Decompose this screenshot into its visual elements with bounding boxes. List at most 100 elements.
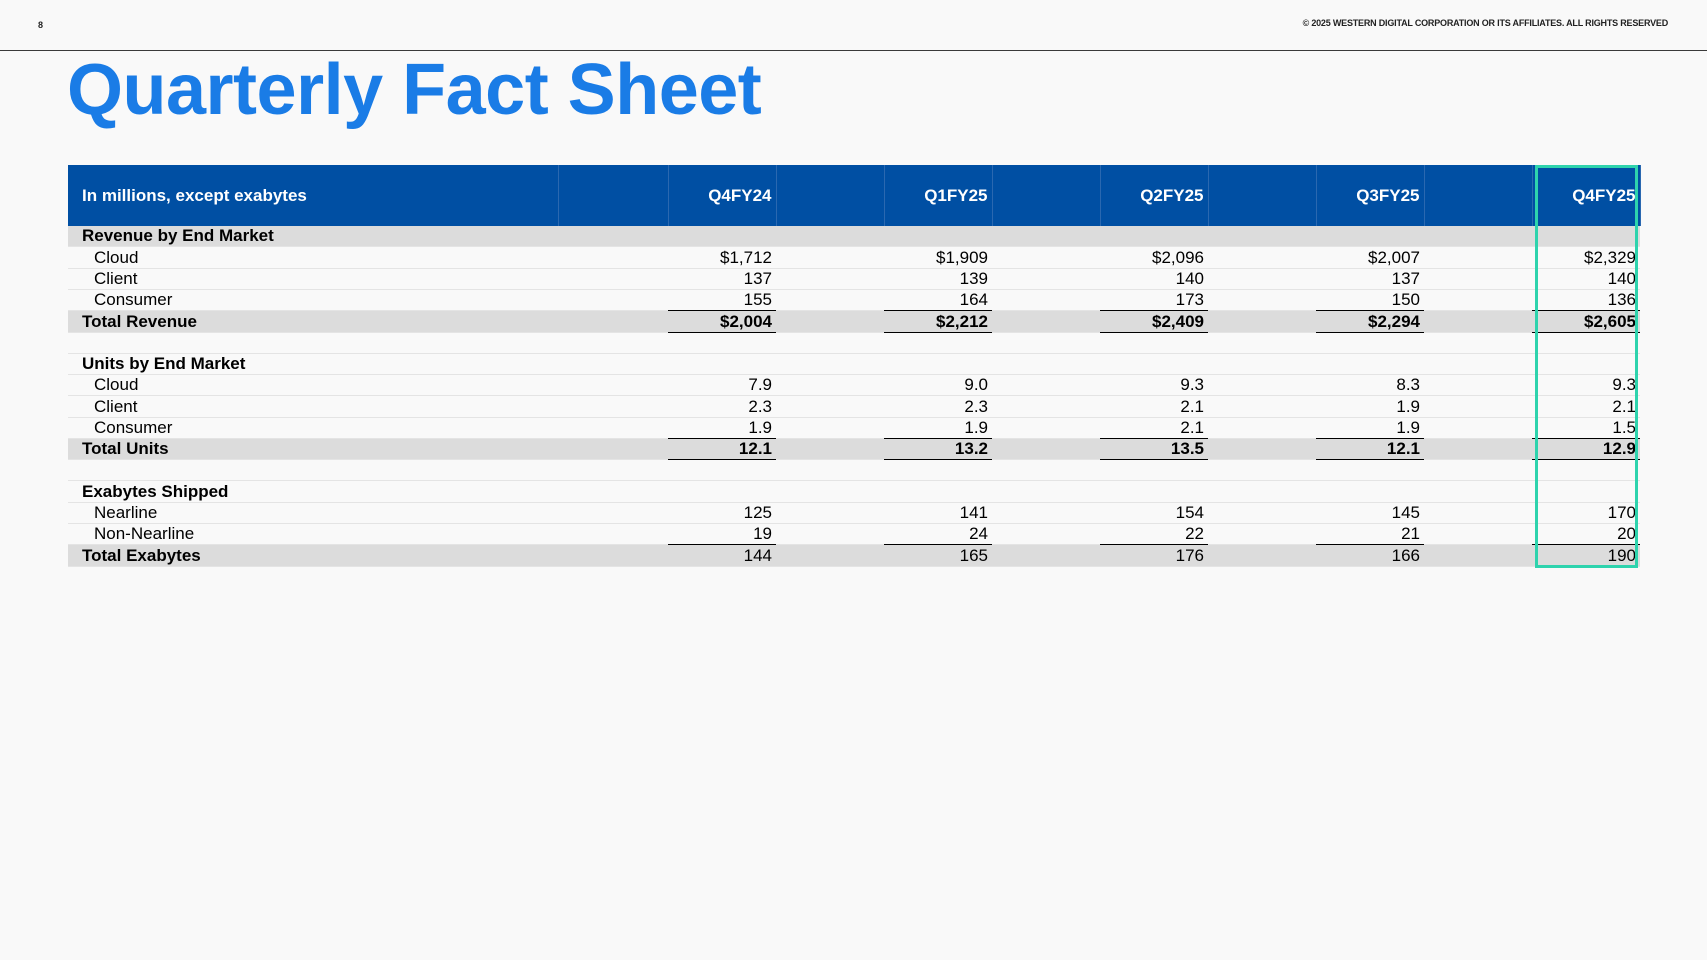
- value-cell: 13.2: [884, 438, 992, 461]
- page-number: 8: [38, 20, 44, 30]
- value-cell: [884, 226, 992, 248]
- gap-cell: [1424, 502, 1532, 525]
- value-cell: [1316, 459, 1424, 482]
- gap-cell: [1208, 332, 1316, 354]
- gap-cell: [1208, 268, 1316, 291]
- table-row: Cloud 7.9 9.0 9.3 8.3 9.3: [68, 374, 1640, 397]
- row-label: Non-Nearline: [68, 523, 558, 546]
- gap-cell: [1208, 544, 1316, 567]
- gap-cell: [1208, 417, 1316, 440]
- row-label: Client: [68, 268, 558, 291]
- value-cell: [1100, 226, 1208, 248]
- value-cell: 144: [668, 544, 776, 567]
- quarter-header: Q4FY24: [668, 165, 777, 226]
- spacer-cell: [68, 332, 558, 354]
- value-cell: [1532, 459, 1640, 482]
- gap-cell: [1424, 480, 1532, 503]
- value-cell: 137: [1316, 268, 1424, 291]
- gap-cell: [1424, 310, 1532, 333]
- value-cell: [668, 480, 776, 503]
- value-cell: 21: [1316, 523, 1424, 546]
- gap-cell: [776, 289, 884, 312]
- value-cell: 2.1: [1532, 395, 1640, 418]
- gap-cell: [1424, 438, 1532, 461]
- gap-cell: [1424, 417, 1532, 440]
- row-label: Consumer: [68, 417, 558, 440]
- gap-cell: [992, 502, 1100, 525]
- section-label: Revenue by End Market: [68, 226, 558, 248]
- gap-cell: [558, 417, 668, 440]
- value-cell: $2,212: [884, 310, 992, 333]
- gap-cell: [992, 353, 1100, 376]
- value-cell: [884, 459, 992, 482]
- value-cell: [1532, 226, 1640, 248]
- value-cell: 2.1: [1100, 395, 1208, 418]
- value-cell: 165: [884, 544, 992, 567]
- value-cell: [1100, 459, 1208, 482]
- quarter-header: Q2FY25: [1100, 165, 1209, 226]
- value-cell: $2,007: [1316, 246, 1424, 269]
- page-title: Quarterly Fact Sheet: [67, 50, 762, 130]
- gap-cell: [558, 544, 668, 567]
- gap-cell: [1208, 502, 1316, 525]
- section-label: Exabytes Shipped: [68, 480, 558, 503]
- gap-cell: [1208, 459, 1316, 482]
- gap-cell: [558, 353, 668, 376]
- gap-cell: [1424, 226, 1532, 248]
- table-row: Cloud $1,712 $1,909 $2,096 $2,007 $2,329: [68, 246, 1640, 269]
- total-row: Total Exabytes 144 165 176 166 190: [68, 544, 1640, 567]
- gap-cell: [776, 395, 884, 418]
- gap-cell: [776, 268, 884, 291]
- value-cell: 155: [668, 289, 776, 312]
- total-row: Total Revenue $2,004 $2,212 $2,409 $2,294 $2,…: [68, 310, 1640, 333]
- value-cell: 141: [884, 502, 992, 525]
- value-cell: $2,294: [1316, 310, 1424, 333]
- gap-cell: [558, 310, 668, 333]
- value-cell: 13.5: [1100, 438, 1208, 461]
- value-cell: 1.9: [1316, 417, 1424, 440]
- header-gap: [1208, 165, 1317, 226]
- header-gap: [992, 165, 1101, 226]
- value-cell: 2.3: [668, 395, 776, 418]
- gap-cell: [1208, 226, 1316, 248]
- corner-label: In millions, except exabytes: [68, 165, 559, 226]
- header-gap: [558, 165, 669, 226]
- quarter-header-highlighted: Q4FY25: [1532, 165, 1641, 226]
- value-cell: [668, 353, 776, 376]
- gap-cell: [992, 268, 1100, 291]
- value-cell: $2,605: [1532, 310, 1640, 333]
- gap-cell: [558, 226, 668, 248]
- gap-cell: [1424, 289, 1532, 312]
- gap-cell: [558, 268, 668, 291]
- gap-cell: [1208, 289, 1316, 312]
- gap-cell: [992, 480, 1100, 503]
- gap-cell: [776, 502, 884, 525]
- value-cell: [1100, 332, 1208, 354]
- gap-cell: [992, 226, 1100, 248]
- table-row: Consumer 1.9 1.9 2.1 1.9 1.5: [68, 417, 1640, 440]
- value-cell: [1532, 332, 1640, 354]
- quarter-header: Q1FY25: [884, 165, 993, 226]
- value-cell: 2.1: [1100, 417, 1208, 440]
- table-row: Client 2.3 2.3 2.1 1.9 2.1: [68, 395, 1640, 418]
- gap-cell: [992, 523, 1100, 546]
- gap-cell: [1208, 480, 1316, 503]
- value-cell: 22: [1100, 523, 1208, 546]
- gap-cell: [992, 310, 1100, 333]
- section-header-row: Revenue by End Market: [68, 226, 1640, 248]
- gap-cell: [1208, 246, 1316, 269]
- gap-cell: [776, 459, 884, 482]
- gap-cell: [776, 438, 884, 461]
- header-gap: [776, 165, 885, 226]
- value-cell: [884, 480, 992, 503]
- gap-cell: [558, 480, 668, 503]
- gap-cell: [558, 289, 668, 312]
- value-cell: 190: [1532, 544, 1640, 567]
- gap-cell: [776, 544, 884, 567]
- value-cell: 154: [1100, 502, 1208, 525]
- gap-cell: [1424, 374, 1532, 397]
- gap-cell: [992, 459, 1100, 482]
- value-cell: 136: [1532, 289, 1640, 312]
- table-row: Client 137 139 140 137 140: [68, 268, 1640, 291]
- value-cell: [1316, 480, 1424, 503]
